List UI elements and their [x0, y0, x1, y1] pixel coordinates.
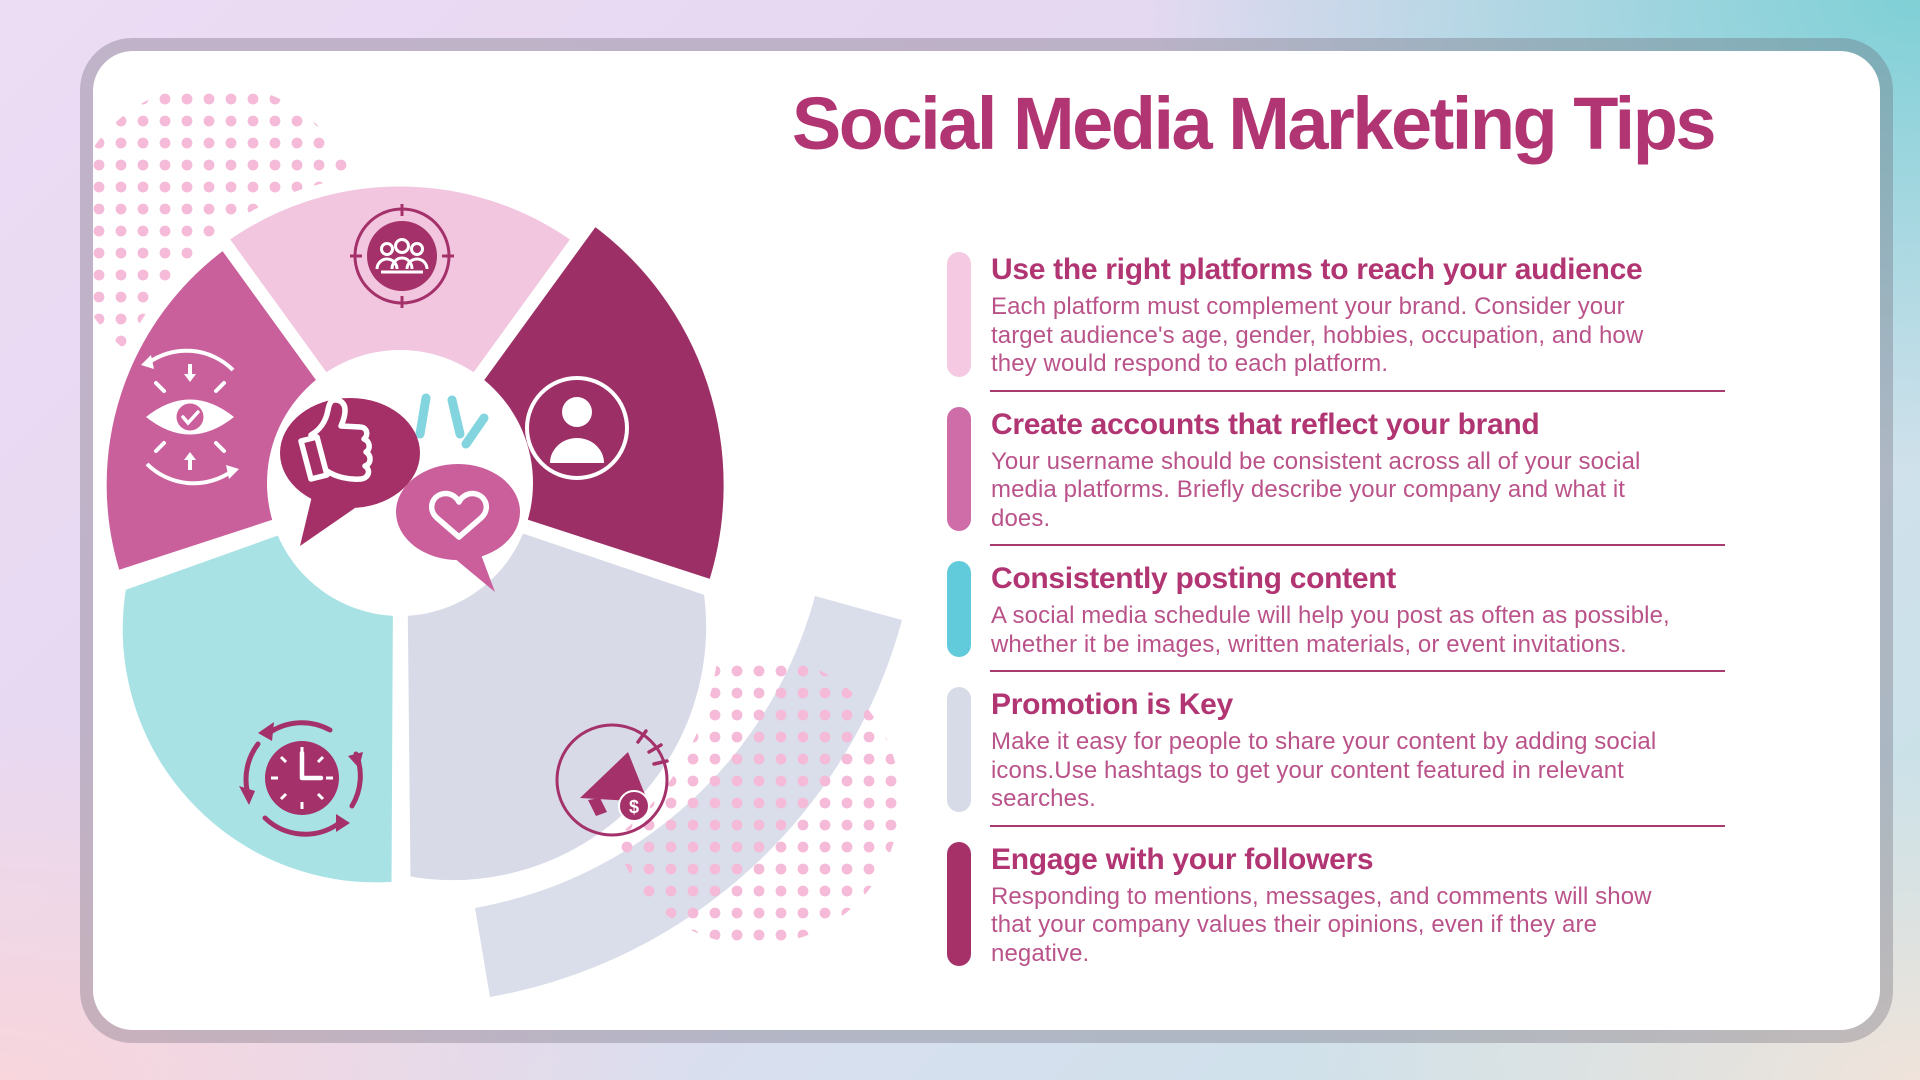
tips-list: Use the right platforms to reach your au…	[947, 252, 1747, 968]
tip-section: Use the right platforms to reach your au…	[947, 252, 1747, 379]
tip-separator	[990, 670, 1725, 672]
tip-heading: Consistently posting content	[991, 562, 1396, 595]
infographic-card: $ Social Media Marketing Tips Use	[80, 38, 1893, 1043]
tip-section: Engage with your followers Responding to…	[947, 841, 1747, 969]
tip-color-bar	[947, 687, 971, 812]
wheel-segment-audience	[214, 173, 586, 492]
brand-vision-eye-icon	[141, 348, 239, 486]
like-and-heart-chat-bubbles-icon	[267, 350, 533, 616]
tip-color-bar	[947, 841, 971, 966]
tip-body: Make it easy for people to share your co…	[991, 728, 1657, 812]
profile-person-icon	[525, 376, 629, 480]
tip-heading: Promotion is Key	[991, 688, 1233, 721]
tip-separator	[990, 544, 1725, 546]
tip-separator	[990, 389, 1725, 392]
tip-section: Promotion is Key Make it easy for people…	[947, 687, 1747, 814]
wheel-diagram: $	[93, 84, 902, 997]
tip-body: Responding to mentions, messages, and co…	[991, 882, 1652, 967]
thumbs-up-icon	[298, 397, 373, 482]
tip-color-bar	[947, 252, 971, 377]
audience-group-icon	[350, 204, 454, 308]
sparkle-lines-icon	[415, 393, 489, 449]
tip-body: A social media schedule will help you po…	[991, 602, 1670, 658]
tip-body: Your username should be consistent acros…	[991, 447, 1641, 532]
infographic-card-inner: $ Social Media Marketing Tips Use	[93, 51, 1880, 1030]
tip-heading: Use the right platforms to reach your au…	[991, 253, 1643, 286]
heart-icon	[428, 490, 490, 540]
tip-separator	[990, 824, 1725, 827]
tip-section: Consistently posting content A social me…	[947, 561, 1747, 659]
tip-heading: Create accounts that reflect your brand	[991, 407, 1540, 441]
tip-heading: Engage with your followers	[991, 842, 1374, 876]
page-title: Social Media Marketing Tips	[791, 82, 1717, 165]
tip-color-bar	[947, 406, 971, 531]
tip-color-bar	[947, 561, 971, 657]
dollar-coin-glyph: $	[629, 797, 639, 817]
promotion-megaphone-icon: $	[555, 723, 669, 837]
schedule-clock-icon	[239, 720, 363, 837]
tip-body: Each platform must complement your brand…	[991, 293, 1644, 377]
tip-section: Create accounts that reflect your brand …	[947, 406, 1747, 534]
